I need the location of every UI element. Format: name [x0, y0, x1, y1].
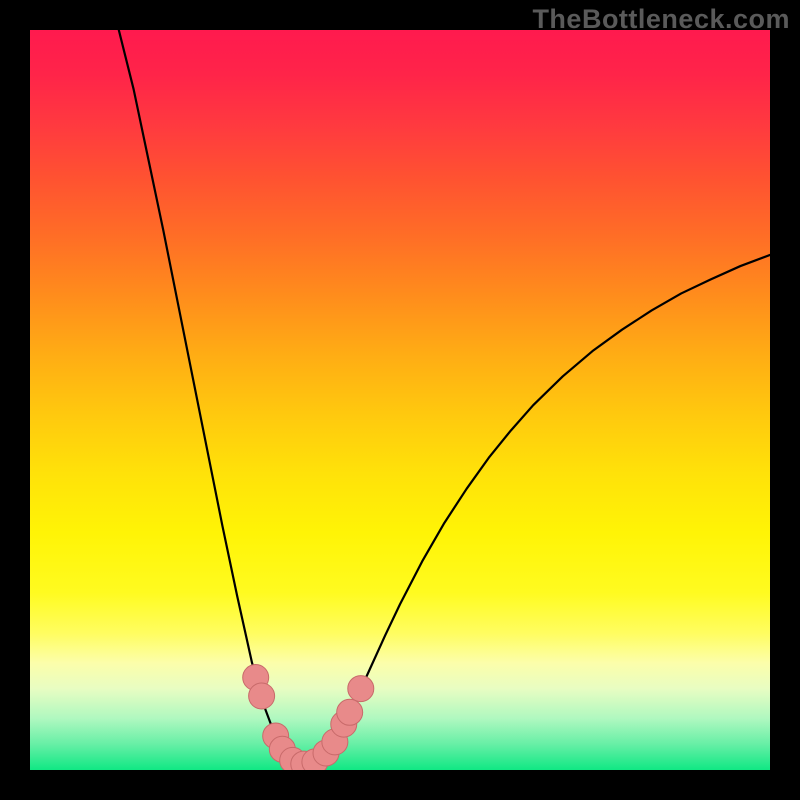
marker-point: [249, 683, 275, 709]
marker-point: [337, 699, 363, 725]
chart-container: TheBottleneck.com: [0, 0, 800, 800]
chart-gradient-bg: [30, 30, 770, 770]
marker-point: [348, 676, 374, 702]
bottleneck-chart: [0, 0, 800, 800]
